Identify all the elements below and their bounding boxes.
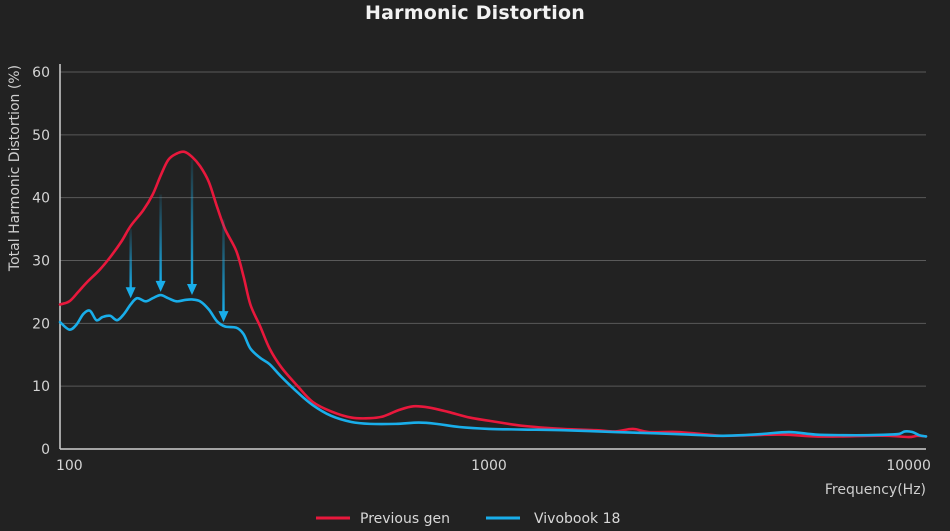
annotation-arrow-shaft [159, 194, 162, 283]
y-tick-label: 10 [32, 379, 50, 395]
y-axis-title: Total Harmonic Distortion (%) [7, 65, 23, 272]
legend: Previous gen Vivobook 18 [316, 511, 620, 527]
annotation-arrow [186, 159, 197, 296]
series-line-previous-gen [58, 150, 928, 439]
annotation-arrow-shaft [190, 159, 194, 287]
series-line-vivobook-18 [58, 293, 928, 438]
legend-item: Previous gen [316, 511, 450, 527]
legend-label: Previous gen [360, 511, 450, 527]
legend-label: Vivobook 18 [534, 511, 620, 527]
annotation-arrow-head [186, 284, 197, 296]
y-tick-label: 50 [32, 128, 50, 144]
annotation-arrow-head [125, 287, 136, 299]
x-tick-label: 1000 [471, 458, 507, 474]
x-axis-title: Frequency(Hz) [825, 482, 926, 498]
grid-lines [60, 71, 926, 387]
x-tick-label: 100 [56, 458, 83, 474]
y-tick-label: 0 [41, 442, 50, 458]
y-tick-label: 60 [32, 65, 50, 81]
annotation-arrows [125, 159, 229, 323]
axes [59, 64, 926, 450]
series-lines [58, 150, 928, 439]
annotation-arrow-head [218, 311, 229, 323]
annotation-arrow-head [155, 280, 166, 292]
x-tick-label: 10000 [886, 458, 931, 474]
annotation-arrow-shaft [129, 229, 132, 290]
annotation-arrow [218, 219, 229, 323]
chart-title: Harmonic Distortion [365, 2, 585, 24]
y-tick-label: 20 [32, 316, 50, 332]
annotation-arrow [155, 194, 166, 292]
y-tick-label: 30 [32, 254, 50, 270]
y-tick-label: 40 [32, 191, 50, 207]
x-tick-labels: 100 1000 10000 [56, 458, 931, 474]
legend-item: Vivobook 18 [486, 511, 620, 527]
y-tick-labels: 0 10 20 30 40 50 60 [32, 65, 50, 458]
annotation-arrow [125, 229, 136, 299]
annotation-arrow-shaft [222, 219, 225, 314]
